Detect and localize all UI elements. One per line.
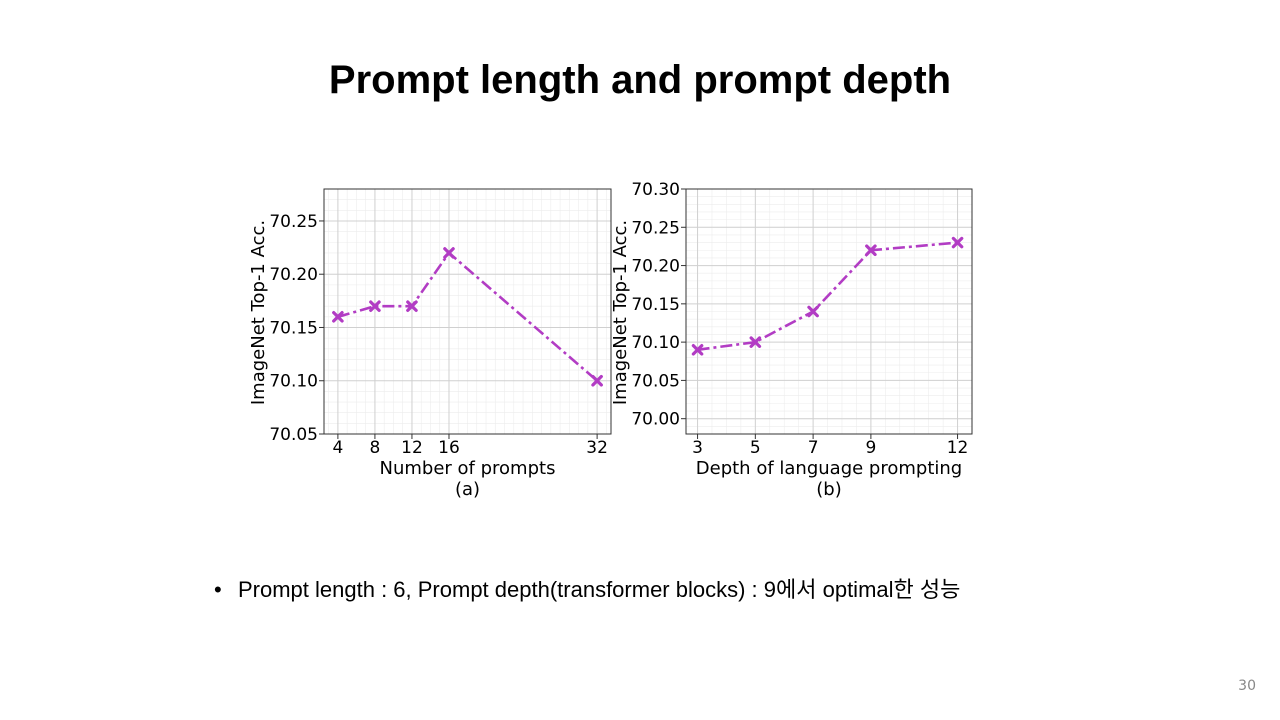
chart-a-xtick-label: 16 bbox=[438, 438, 460, 458]
chart-a-ytick-label: 70.25 bbox=[269, 212, 318, 232]
chart-b-ytick-label: 70.05 bbox=[631, 371, 680, 391]
chart-a-data-point bbox=[591, 374, 603, 387]
chart-a-data-point bbox=[443, 247, 455, 259]
chart-b-xtick-label: 9 bbox=[865, 438, 876, 458]
chart-b-xtick-label: 3 bbox=[692, 438, 703, 458]
chart-a-data-point bbox=[406, 300, 418, 312]
chart-b-ytick-label: 70.20 bbox=[631, 257, 680, 277]
chart-a-ylabel: ImageNet Top-1 Acc. bbox=[248, 220, 269, 405]
chart-b-data-point bbox=[951, 236, 964, 249]
chart-b-xlabel: Depth of language prompting bbox=[696, 458, 962, 479]
chart-b-ylabel: ImageNet Top-1 Acc. bbox=[610, 220, 631, 405]
bullet-text: Prompt length : 6, Prompt depth(transfor… bbox=[238, 577, 961, 602]
chart-b-data-point bbox=[691, 343, 704, 356]
bullet-item: • Prompt length : 6, Prompt depth(transfo… bbox=[214, 572, 960, 604]
chart-a-caption: (a) bbox=[455, 479, 480, 500]
chart-a-xlabel: Number of prompts bbox=[380, 458, 556, 479]
chart-b-ytick-label: 70.10 bbox=[631, 333, 680, 353]
chart-b-data-point bbox=[749, 336, 762, 348]
chart-a-ytick-label: 70.20 bbox=[269, 265, 318, 285]
chart-b-data-point bbox=[865, 244, 877, 257]
bullet-dot-icon: • bbox=[214, 577, 222, 602]
chart-a-data-point bbox=[369, 300, 381, 312]
chart-a-ytick-label: 70.05 bbox=[269, 425, 318, 445]
chart-a-frame bbox=[323, 188, 612, 435]
chart-a-xtick-label: 32 bbox=[586, 438, 608, 458]
page-number: 30 bbox=[1238, 678, 1256, 694]
chart-a-xtick-label: 12 bbox=[401, 438, 423, 458]
chart-b-xtick-label: 7 bbox=[808, 438, 819, 458]
chart-b-xtick-label: 12 bbox=[947, 438, 969, 458]
chart-b-frame bbox=[685, 188, 973, 435]
chart-b-data-point bbox=[807, 305, 819, 318]
chart-a-ytick-label: 70.15 bbox=[269, 318, 318, 338]
chart-b-ytick-label: 70.00 bbox=[631, 410, 680, 430]
chart-a-xtick-label: 4 bbox=[332, 438, 343, 458]
chart-b-ytick-label: 70.15 bbox=[631, 295, 680, 315]
chart-b-ytick-label: 70.25 bbox=[631, 218, 680, 238]
chart-b-ytick-label: 70.30 bbox=[631, 180, 680, 200]
chart-a-xtick-label: 8 bbox=[370, 438, 381, 458]
chart-a-data-point bbox=[332, 311, 344, 323]
chart-b-xtick-label: 5 bbox=[750, 438, 761, 458]
slide-title: Prompt length and prompt depth bbox=[328, 58, 952, 102]
chart-a-ytick-label: 70.10 bbox=[269, 372, 318, 392]
chart-b-caption: (b) bbox=[816, 479, 841, 500]
